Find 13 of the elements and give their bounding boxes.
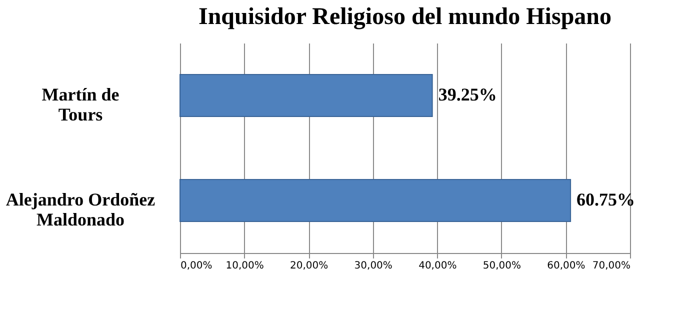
data-label: 60.75% bbox=[576, 190, 636, 210]
x-tick-label: 70,00% bbox=[592, 260, 630, 272]
y-tick-label: Martín de Tours bbox=[42, 84, 120, 124]
x-tick-label: 50,00% bbox=[482, 260, 521, 272]
x-tick-label: 60,00% bbox=[547, 260, 586, 272]
data-label: 39.25% bbox=[438, 84, 497, 104]
x-tick-label: 10,00% bbox=[226, 260, 264, 272]
chart-title: Inquisidor Religioso del mundo Hispano bbox=[198, 4, 612, 30]
x-tick-label: 0,00% bbox=[180, 260, 212, 272]
x-tick-label: 40,00% bbox=[418, 260, 457, 272]
x-tick-label: 20,00% bbox=[290, 260, 328, 272]
y-tick-label: Alejandro Ordoñez Maldonado bbox=[6, 190, 156, 230]
x-tick-label: 30,00% bbox=[354, 260, 392, 272]
